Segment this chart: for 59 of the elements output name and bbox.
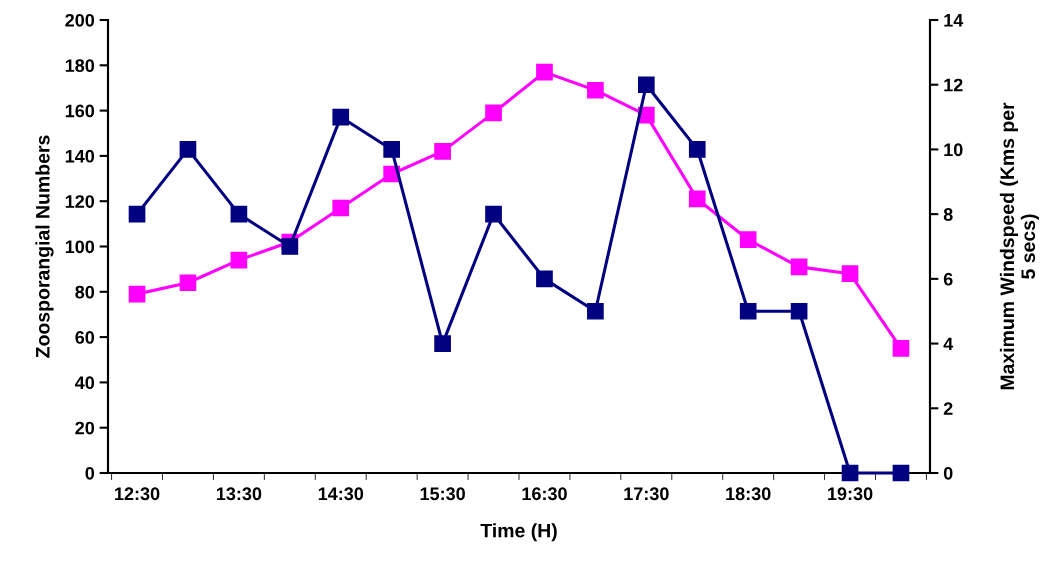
point [892, 340, 910, 357]
y-tick-label: 40 [75, 376, 95, 390]
point [128, 205, 146, 223]
point [637, 76, 655, 94]
point [485, 205, 502, 223]
point [383, 141, 401, 158]
point [587, 81, 604, 99]
point [485, 104, 502, 122]
y2-tick-label: 14 [944, 14, 964, 27]
x-tick-label: 14:30 [318, 487, 364, 501]
x-tick-label: 18:30 [726, 487, 771, 501]
y-tick-label: 200 [65, 13, 95, 27]
point [230, 251, 248, 269]
point [892, 464, 910, 482]
point [790, 258, 808, 276]
point [688, 141, 706, 158]
x-tick-label: 15:30 [420, 487, 465, 501]
point [179, 274, 197, 292]
y2-tick-label: 10 [944, 143, 963, 157]
point [332, 108, 350, 126]
y2-tick-label: 0 [943, 466, 953, 480]
x-axis-title: Time (H) [480, 523, 557, 542]
y-tick-label: 140 [65, 149, 95, 163]
x-tick-label: 19:30 [828, 487, 873, 501]
y2-tick-label: 6 [943, 272, 953, 286]
y2-tick-label: 2 [943, 402, 953, 415]
point [332, 199, 350, 217]
point [688, 190, 706, 208]
y-axis-title: Zoosporangial Numbers [35, 135, 54, 358]
point [434, 143, 451, 160]
point [790, 302, 808, 320]
y2-tick-label: 8 [943, 208, 953, 221]
point [841, 464, 859, 482]
y2-tick-label: 12 [944, 78, 963, 92]
x-tick-label: 12:30 [115, 487, 160, 501]
point [536, 270, 553, 288]
point [179, 141, 197, 158]
point [230, 205, 248, 223]
x-tick-label: 13:30 [216, 487, 262, 501]
x-tick-label: 17:30 [624, 487, 669, 501]
y2-axis-title: Maximum Windspeed (Kms per 5 secs) [999, 102, 1039, 390]
y-tick-label: 60 [75, 331, 95, 344]
point [841, 265, 859, 283]
y-tick-label: 160 [65, 104, 95, 118]
point [536, 63, 553, 81]
y2-tick-label: 4 [943, 337, 954, 351]
point [739, 231, 757, 249]
y-tick-label: 80 [75, 285, 95, 299]
point [739, 302, 757, 320]
y-tick-label: 20 [75, 421, 95, 435]
y-tick-label: 100 [65, 240, 95, 254]
point [434, 335, 451, 352]
y-tick-label: 180 [65, 59, 95, 73]
point [128, 285, 146, 303]
y-tick-label: 120 [65, 195, 95, 208]
point [281, 238, 299, 255]
y-tick-label: 0 [85, 466, 95, 480]
point [587, 302, 604, 320]
x-tick-label: 16:30 [522, 487, 567, 501]
